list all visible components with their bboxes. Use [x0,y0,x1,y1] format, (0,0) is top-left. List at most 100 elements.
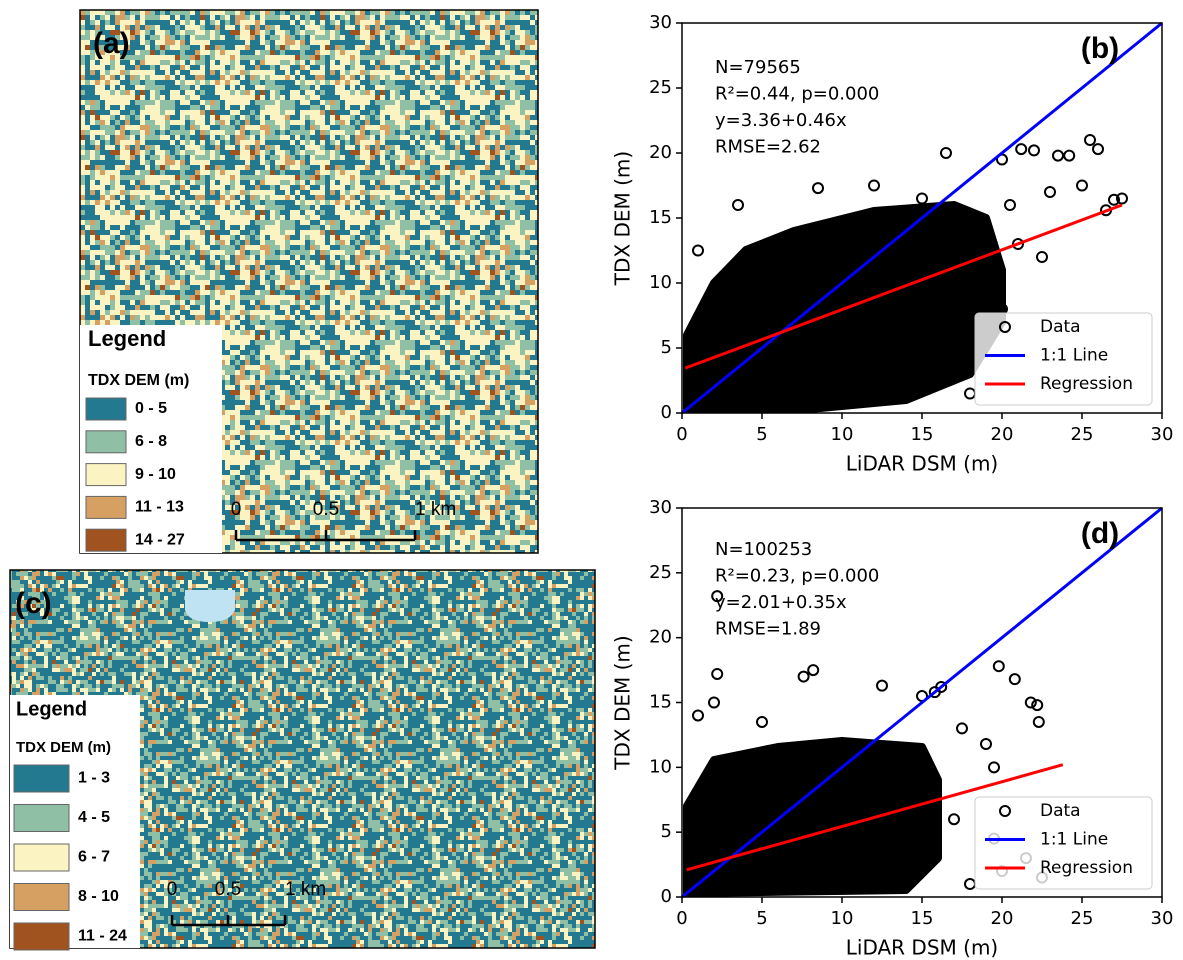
y-tick-label: 10 [649,756,672,777]
scale-label: 0.5 [313,499,339,520]
legend-label: 9 - 10 [135,466,176,483]
x-axis-label: LiDAR DSM (m) [846,452,998,476]
annotation: y=3.36+0.46x [715,110,847,131]
data-point [916,192,928,205]
identity-line [681,506,1163,899]
legend-label: 14 - 27 [135,531,185,548]
legend-label: 8 - 10 [78,888,119,905]
legend-marker [999,805,1011,817]
y-tick-label: 25 [649,77,672,98]
data-point [807,664,820,677]
x-tick-label: 15 [911,424,934,445]
legend-swatch [85,430,127,454]
point-cloud [683,201,1006,413]
legend-subtitle: TDX DEM (m) [88,372,189,389]
x-tick-label: 30 [1151,424,1174,445]
y-tick-label: 20 [649,142,672,163]
data-point [1063,149,1076,162]
y-tick-label: 5 [661,821,672,842]
data-point [1028,144,1040,157]
data-point [692,244,704,257]
data-point [876,679,888,692]
data-point [1012,238,1024,250]
annotation: R²=0.44, p=0.000 [715,84,879,105]
x-tick-label: 25 [1071,424,1094,445]
legend-swatch [13,764,70,793]
data-point [1015,143,1028,156]
legend-label: 4 - 5 [78,809,110,826]
legend-label: Data [1040,317,1081,337]
data-point [1052,149,1064,162]
data-point [940,147,952,159]
annotation: RMSE=1.89 [715,619,821,640]
data-point [1004,199,1016,211]
x-tick-label: 25 [1071,908,1094,929]
legend-box [974,796,1153,890]
scale-label: 0 [167,879,178,900]
lake [185,590,235,622]
data-point [992,660,1005,673]
legend-swatch [13,922,70,951]
scale-label: 0.5 [215,879,241,900]
y-tick-label: 0 [661,402,672,423]
legend-subtitle: TDX DEM (m) [16,739,111,756]
x-axis-label: LiDAR DSM (m) [846,936,998,960]
data-point [868,179,880,192]
legend-label: 11 - 24 [78,928,127,945]
data-point [964,878,976,891]
data-point [1108,193,1120,206]
point-cloud [683,737,942,897]
data-point [980,737,992,750]
legend-label: Regression [1040,858,1133,878]
legend-box [974,312,1153,406]
data-point [692,709,704,722]
data-point [711,590,724,603]
regression-line [686,763,1064,872]
data-point [708,696,720,709]
y-tick-label: 30 [649,497,672,518]
annotation: RMSE=2.62 [715,137,821,158]
data-point [756,715,768,728]
legend-label: Regression [1040,374,1133,394]
x-tick-label: 0 [676,908,687,929]
data-point [1036,251,1048,263]
legend-title: Legend [16,698,87,720]
legend-swatch [13,804,70,832]
y-tick-label: 10 [649,272,672,293]
data-point [956,722,968,735]
data-point [1031,699,1044,712]
y-axis-label: TDX DEM (m) [611,151,635,286]
y-tick-label: 30 [649,12,672,33]
data-point [948,813,960,826]
data-point [1024,696,1037,709]
data-point [988,761,1000,774]
regression-line [684,203,1123,370]
data-point [812,182,824,195]
data-point [1116,192,1128,205]
y-tick-label: 25 [649,562,672,583]
x-tick-label: 15 [911,908,934,929]
data-point [1084,134,1096,146]
x-tick-label: 5 [756,424,767,445]
legend-swatch [13,843,70,872]
data-point [935,680,948,693]
data-point [1032,715,1045,728]
x-tick-label: 20 [991,424,1014,445]
data-point [711,667,724,680]
data-point [732,199,744,211]
y-tick-label: 15 [649,692,672,713]
data-point [852,391,864,404]
x-tick-label: 30 [1151,908,1174,929]
x-tick-label: 0 [676,424,687,445]
annotation: y=2.01+0.35x [715,592,847,613]
scale-label: 1 km [415,499,456,520]
legend-label: 6 - 7 [78,849,110,866]
data-point [948,355,960,367]
annotation: N=100253 [715,539,812,560]
identity-line [681,21,1163,415]
annotation: R²=0.23, p=0.000 [715,566,879,587]
panel-label: (b) [1081,32,1119,65]
data-point [797,670,810,683]
data-point [1092,143,1104,156]
